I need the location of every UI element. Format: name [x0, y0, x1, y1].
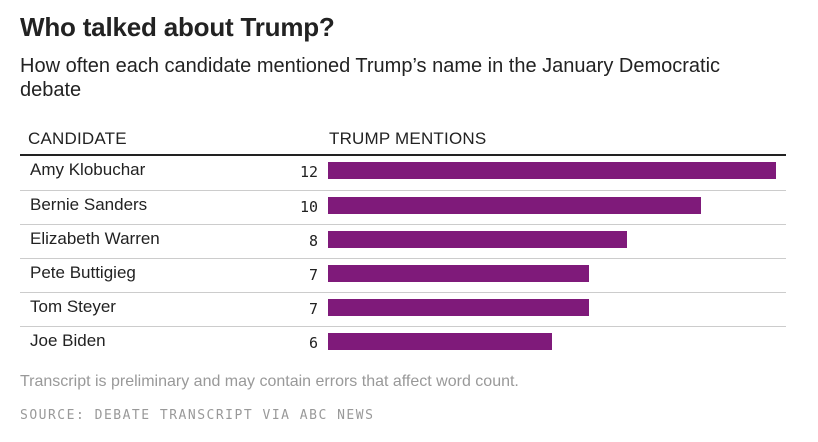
value-label: 12 [299, 163, 318, 181]
value-label: 10 [299, 198, 318, 216]
value-label: 6 [308, 334, 318, 352]
bar [328, 231, 627, 248]
chart-title: Who talked about Trump? [20, 12, 335, 42]
bar [328, 265, 589, 282]
value-label: 7 [308, 300, 318, 318]
value-label: 8 [308, 232, 318, 250]
bar [328, 299, 589, 316]
candidate-label: Pete Buttigieg [30, 263, 136, 282]
bar [328, 162, 776, 179]
column-header-trump-mentions: TRUMP MENTIONS [329, 129, 487, 148]
candidate-label: Amy Klobuchar [30, 160, 146, 179]
value-label: 7 [308, 266, 318, 284]
bar-row: Bernie Sanders 10 [20, 190, 786, 224]
candidate-label: Bernie Sanders [30, 195, 148, 214]
bar [328, 197, 701, 214]
bar-row: Joe Biden 6 [20, 326, 786, 360]
candidate-label: Joe Biden [30, 331, 106, 350]
bar-row: Pete Buttigieg 7 [20, 258, 786, 292]
bar-row: Tom Steyer 7 [20, 292, 786, 326]
candidate-label: Elizabeth Warren [30, 229, 160, 248]
candidate-label: Tom Steyer [30, 297, 116, 316]
chart-subtitle: How often each candidate mentioned Trump… [20, 55, 721, 101]
bar-row: Elizabeth Warren 8 [20, 224, 786, 258]
bar-row: Amy Klobuchar 12 [20, 156, 786, 190]
header-rule [20, 154, 786, 156]
column-header-candidate: CANDIDATE [28, 129, 127, 148]
bar-rows: Amy Klobuchar 12 Bernie Sanders 10 Elizabeth… [20, 156, 786, 360]
chart-note: Transcript is preliminary and may contai… [20, 373, 519, 390]
bar [328, 333, 552, 350]
chart-source: SOURCE: DEBATE TRANSCRIPT VIA ABC NEWS [20, 408, 375, 423]
